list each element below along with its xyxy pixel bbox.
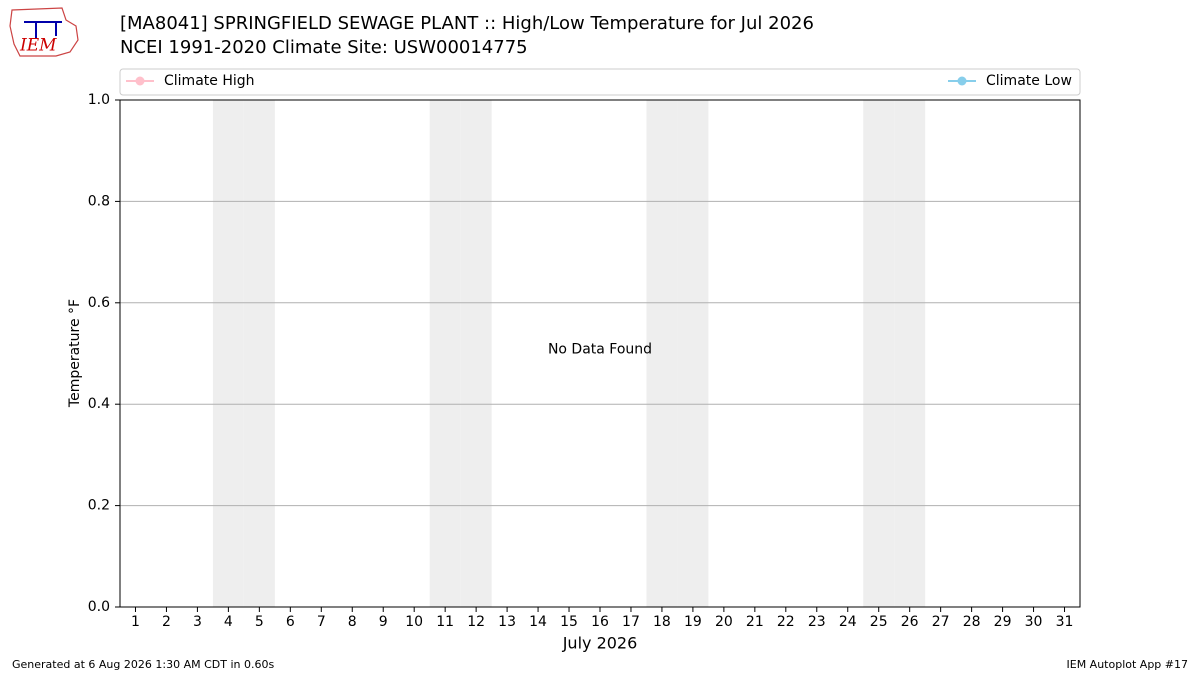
y-axis-label: Temperature °F (67, 299, 83, 408)
x-tick-label: 11 (436, 614, 454, 630)
legend-marker (957, 76, 967, 86)
weekend-band (243, 100, 275, 607)
x-tick-label: 16 (591, 614, 609, 630)
y-tick-label: 0.4 (88, 396, 110, 412)
x-tick-label: 7 (317, 614, 326, 630)
y-tick-label: 0.6 (88, 295, 110, 311)
x-tick-label: 10 (405, 614, 423, 630)
legend-marker (135, 76, 145, 86)
chart-subtitle: NCEI 1991-2020 Climate Site: USW00014775 (120, 37, 528, 58)
x-tick-label: 31 (1056, 614, 1074, 630)
x-tick-label: 2 (162, 614, 171, 630)
legend-label: Climate Low (986, 73, 1072, 89)
x-tick-label: 24 (839, 614, 857, 630)
x-tick-label: 21 (746, 614, 764, 630)
x-tick-label: 3 (193, 614, 202, 630)
y-tick-label: 0.8 (88, 193, 110, 209)
x-tick-label: 4 (224, 614, 233, 630)
chart-title: [MA8041] SPRINGFIELD SEWAGE PLANT :: Hig… (120, 13, 814, 34)
x-tick-label: 29 (994, 614, 1012, 630)
x-tick-label: 1 (131, 614, 140, 630)
weekend-band (677, 100, 709, 607)
x-tick-label: 18 (653, 614, 671, 630)
footer-right: IEM Autoplot App #17 (1067, 658, 1189, 671)
x-tick-label: 8 (348, 614, 357, 630)
x-tick-label: 13 (498, 614, 516, 630)
weekend-band (863, 100, 895, 607)
x-tick-label: 17 (622, 614, 640, 630)
logo-text: IEM (19, 36, 57, 56)
x-tick-label: 22 (777, 614, 795, 630)
weekend-band (429, 100, 461, 607)
y-tick-label: 0.2 (88, 498, 110, 514)
y-tick-label: 0.0 (88, 599, 110, 615)
x-tick-label: 15 (560, 614, 578, 630)
x-tick-label: 19 (684, 614, 702, 630)
footer-left: Generated at 6 Aug 2026 1:30 AM CDT in 0… (12, 658, 274, 671)
x-tick-label: 30 (1025, 614, 1043, 630)
legend-label: Climate High (164, 73, 255, 89)
weekend-band (894, 100, 926, 607)
weekend-band (212, 100, 244, 607)
weekend-band (646, 100, 678, 607)
x-tick-label: 14 (529, 614, 547, 630)
x-tick-label: 26 (901, 614, 919, 630)
logo: IEM (9, 7, 79, 57)
x-tick-label: 28 (963, 614, 981, 630)
y-tick-label: 1.0 (88, 92, 110, 108)
x-axis-label: July 2026 (562, 634, 638, 653)
x-tick-label: 9 (379, 614, 388, 630)
x-tick-label: 6 (286, 614, 295, 630)
x-tick-label: 5 (255, 614, 264, 630)
x-tick-label: 23 (808, 614, 826, 630)
legend-box (119, 68, 1081, 96)
x-tick-label: 20 (715, 614, 733, 630)
x-tick-label: 27 (932, 614, 950, 630)
annotation: No Data Found (548, 342, 652, 358)
plot-frame (119, 99, 1081, 608)
x-tick-label: 12 (467, 614, 485, 630)
weekend-band (460, 100, 492, 607)
x-tick-label: 25 (870, 614, 888, 630)
